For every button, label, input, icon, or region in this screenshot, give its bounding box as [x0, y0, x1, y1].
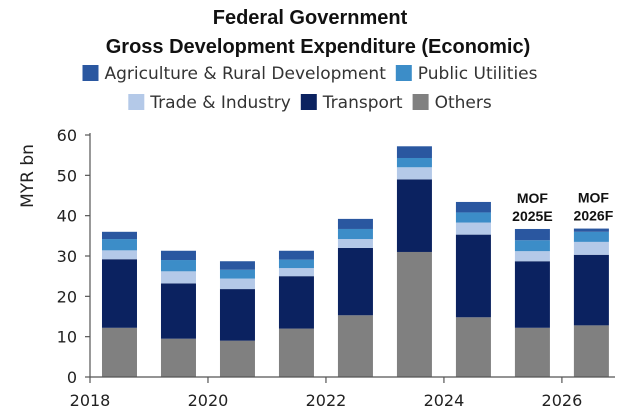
- legend-label-public-utilities: Public Utilities: [418, 64, 538, 84]
- bar-transport-1: [160, 283, 196, 339]
- legend-swatch-agriculture-and-rural-development: [82, 65, 99, 81]
- axes-group: 0 10 20 30 40 50 60 2018 2020 2022 2024 2026: [57, 126, 615, 410]
- annotation-0-line-0: MOF: [517, 190, 549, 206]
- bar-public-utilities-4: [337, 228, 373, 240]
- x-tick-label-2024: 2024: [424, 391, 465, 410]
- bar-trade-and-industry-4: [337, 239, 373, 248]
- legend-swatch-others: [412, 94, 429, 110]
- bar-agriculture-and-rural-development-6: [455, 201, 491, 213]
- bar-trade-and-industry-1: [160, 271, 196, 284]
- bar-public-utilities-3: [278, 259, 314, 269]
- bars-group: [101, 146, 609, 377]
- annotation-0-line-1: 2025E: [512, 208, 552, 224]
- bar-agriculture-and-rural-development-4: [337, 218, 373, 229]
- bar-trade-and-industry-0: [101, 250, 137, 260]
- legend-swatch-transport: [300, 94, 317, 110]
- legend-swatch-public-utilities: [395, 65, 412, 81]
- bar-transport-5: [396, 179, 432, 252]
- legend-item-others: Others: [412, 93, 492, 113]
- bar-others-8: [573, 325, 609, 377]
- bar-trade-and-industry-2: [219, 278, 255, 290]
- bar-transport-0: [101, 259, 137, 328]
- bar-transport-6: [455, 234, 491, 318]
- bar-trade-and-industry-8: [573, 241, 609, 255]
- bar-others-5: [396, 251, 432, 377]
- bar-trade-and-industry-5: [396, 167, 432, 180]
- bar-public-utilities-5: [396, 157, 432, 168]
- legend-label-trade-and-industry: Trade & Industry: [149, 93, 291, 113]
- y-tick-label-60: 60: [57, 126, 77, 145]
- annotations-group: MOF 2025E MOF 2026F: [512, 190, 614, 224]
- bar-others-1: [160, 338, 196, 377]
- bar-others-2: [219, 340, 255, 377]
- bar-public-utilities-6: [455, 212, 491, 223]
- legend-label-agriculture-and-rural-development: Agriculture & Rural Development: [105, 64, 387, 84]
- bar-public-utilities-2: [219, 269, 255, 279]
- bar-transport-8: [573, 254, 609, 326]
- legend-label-others: Others: [435, 93, 492, 113]
- bar-public-utilities-0: [101, 239, 137, 251]
- annotation-1-line-0: MOF: [578, 190, 610, 206]
- y-tick-label-0: 0: [67, 368, 77, 387]
- legend: Agriculture & Rural Development Public Ut…: [82, 64, 538, 113]
- legend-item-public-utilities: Public Utilities: [395, 64, 538, 84]
- y-tick-label-50: 50: [57, 166, 77, 185]
- bar-others-3: [278, 328, 314, 377]
- chart-title: Federal Government: [213, 7, 408, 29]
- bar-agriculture-and-rural-development-2: [219, 261, 255, 270]
- y-tick-label-30: 30: [57, 247, 77, 266]
- bar-agriculture-and-rural-development-8: [573, 228, 609, 232]
- bar-public-utilities-7: [514, 240, 550, 252]
- chart-subtitle: Gross Development Expenditure (Economic): [106, 36, 531, 58]
- bar-agriculture-and-rural-development-3: [278, 250, 314, 260]
- bar-transport-2: [219, 289, 255, 341]
- legend-label-transport: Transport: [322, 93, 403, 113]
- bar-trade-and-industry-3: [278, 268, 314, 277]
- bar-others-4: [337, 315, 373, 377]
- bar-agriculture-and-rural-development-0: [101, 231, 137, 240]
- y-tick-label-10: 10: [57, 328, 77, 347]
- y-tick-label-40: 40: [57, 207, 77, 226]
- legend-item-transport: Transport: [300, 93, 403, 113]
- legend-swatch-trade-and-industry: [128, 94, 145, 110]
- bar-others-6: [455, 317, 491, 377]
- bar-transport-3: [278, 276, 314, 329]
- x-tick-label-2026: 2026: [542, 391, 583, 410]
- y-axis-label: MYR bn: [18, 144, 38, 208]
- bar-transport-7: [514, 261, 550, 328]
- bar-transport-4: [337, 247, 373, 316]
- bar-others-0: [101, 327, 137, 377]
- bar-agriculture-and-rural-development-1: [160, 250, 196, 261]
- bar-others-7: [514, 327, 550, 377]
- x-tick-label-2022: 2022: [306, 391, 347, 410]
- bar-public-utilities-1: [160, 260, 196, 272]
- bar-public-utilities-8: [573, 231, 609, 242]
- bar-trade-and-industry-7: [514, 251, 550, 262]
- annotation-1-line-1: 2026F: [574, 208, 614, 224]
- y-tick-label-20: 20: [57, 287, 77, 306]
- x-tick-label-2020: 2020: [188, 391, 229, 410]
- bar-agriculture-and-rural-development-5: [396, 146, 432, 158]
- bar-trade-and-industry-6: [455, 222, 491, 235]
- x-tick-label-2018: 2018: [70, 391, 111, 410]
- bar-agriculture-and-rural-development-7: [514, 228, 550, 241]
- legend-item-trade-and-industry: Trade & Industry: [128, 93, 291, 113]
- legend-item-agriculture-and-rural-development: Agriculture & Rural Development: [82, 64, 387, 84]
